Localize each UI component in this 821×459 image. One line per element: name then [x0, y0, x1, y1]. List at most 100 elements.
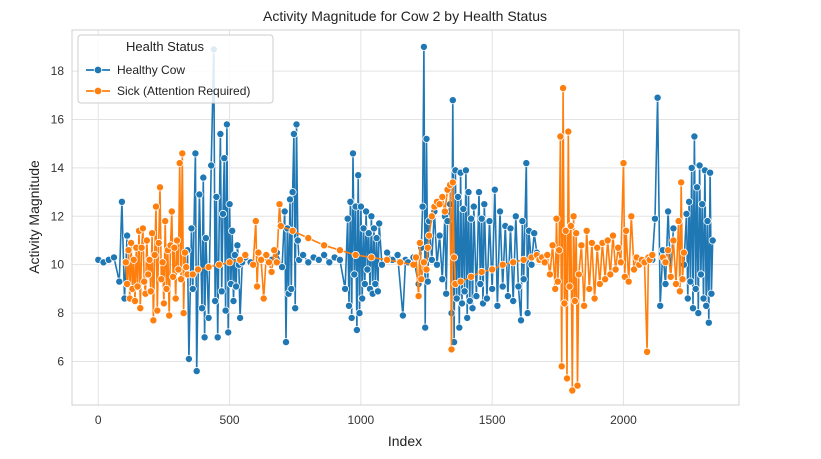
data-point [170, 243, 179, 252]
data-point [414, 292, 423, 301]
data-point [511, 212, 520, 221]
data-point [698, 200, 707, 209]
data-point [130, 296, 139, 305]
data-point [341, 284, 350, 293]
x-tick-label: 500 [220, 413, 240, 427]
data-point [522, 159, 531, 168]
data-point [476, 279, 485, 288]
data-point [687, 163, 696, 172]
y-tick-label: 8 [57, 306, 64, 320]
data-point [165, 311, 174, 320]
data-point [427, 255, 436, 264]
data-point [702, 301, 711, 310]
data-point [425, 231, 434, 240]
data-point [419, 42, 428, 51]
data-point [661, 279, 670, 288]
data-point [146, 287, 155, 296]
data-point [281, 338, 290, 347]
data-point [582, 226, 591, 235]
data-point [149, 316, 158, 325]
data-point [372, 234, 381, 243]
data-point [455, 323, 464, 332]
data-point [375, 219, 384, 228]
data-point [280, 207, 289, 216]
data-point [201, 234, 210, 243]
data-point [477, 214, 486, 223]
data-point [548, 241, 557, 250]
data-point [565, 282, 574, 291]
data-point [262, 250, 271, 259]
data-point [257, 255, 266, 264]
legend-label: Sick (Attention Required) [117, 84, 250, 98]
data-point [216, 129, 225, 138]
data-point [438, 275, 447, 284]
data-point [438, 192, 447, 201]
data-point [448, 178, 457, 187]
data-point [411, 253, 420, 262]
data-point [259, 294, 268, 303]
data-point [527, 260, 536, 269]
data-point [619, 159, 628, 168]
data-point [211, 296, 220, 305]
data-point [704, 318, 713, 327]
series-line [683, 135, 714, 324]
data-point [363, 265, 372, 274]
data-point [675, 287, 684, 296]
data-point [230, 250, 239, 259]
data-point [359, 224, 368, 233]
data-point [360, 279, 369, 288]
data-point [276, 221, 285, 230]
data-point [355, 309, 364, 318]
data-point [643, 347, 652, 356]
data-point [519, 255, 528, 264]
data-point [369, 224, 378, 233]
y-tick-label: 14 [51, 161, 65, 175]
data-point [153, 306, 162, 315]
data-point [467, 272, 476, 281]
data-point [693, 183, 702, 192]
data-point [666, 272, 675, 281]
data-point [197, 304, 206, 313]
data-point [182, 263, 191, 272]
data-point [568, 386, 577, 395]
plot-area-border [71, 29, 740, 406]
data-point [545, 270, 554, 279]
data-point [493, 301, 502, 310]
data-point [488, 284, 497, 293]
data-point [158, 258, 167, 267]
data-point [351, 250, 360, 259]
data-point [110, 253, 119, 262]
legend-box [77, 34, 274, 104]
data-point [133, 282, 142, 291]
data-point [691, 284, 700, 293]
data-point [480, 200, 489, 209]
data-point [115, 277, 124, 286]
data-point [703, 217, 712, 226]
data-point [595, 279, 604, 288]
data-point [459, 204, 468, 213]
data-point [123, 279, 132, 288]
legend-label: Healthy Cow [117, 63, 185, 77]
data-point [580, 301, 589, 310]
data-point [228, 226, 237, 235]
data-point [179, 309, 188, 318]
data-point [364, 229, 373, 238]
data-point [162, 284, 171, 293]
data-point [320, 241, 329, 250]
data-point [503, 292, 512, 301]
data-point [593, 243, 602, 252]
data-point [215, 260, 224, 269]
series-line [270, 123, 383, 343]
data-point [699, 294, 708, 303]
data-point [435, 200, 444, 209]
data-point [622, 226, 631, 235]
data-point [572, 229, 581, 238]
data-point [221, 306, 230, 315]
data-point [335, 246, 344, 255]
data-point [393, 250, 402, 259]
data-point [204, 313, 213, 322]
y-axis-label: Activity Magnitude [26, 160, 42, 274]
data-point [396, 258, 405, 267]
data-point [661, 258, 670, 267]
